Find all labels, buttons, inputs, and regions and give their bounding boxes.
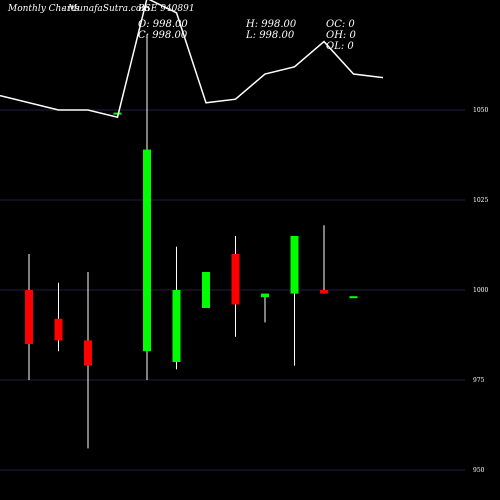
close-value: C: 998.00: [138, 30, 188, 41]
ol-value: OL: 0: [326, 41, 354, 52]
candle-6-body: [172, 290, 181, 362]
open-value: O: 998.00: [138, 19, 188, 30]
candle-7-body: [202, 272, 210, 308]
site-name: - MunafaSutra.com: [62, 4, 150, 14]
low-value: L: 998.00: [245, 30, 295, 41]
candle-12-body: [349, 296, 358, 299]
y-tick-label-1050: 1050: [473, 107, 488, 114]
symbol-label: BSE 940891: [137, 4, 195, 14]
y-tick-label-1000: 1000: [473, 287, 488, 294]
y-axis-ticks: 950 975 1000 1025 1050: [473, 107, 488, 474]
candle-7: [202, 272, 210, 308]
candle-2-body: [54, 318, 63, 341]
candle-5-body: [143, 149, 151, 352]
high-value: H: 998.00: [245, 19, 297, 30]
y-tick-label-950: 950: [473, 467, 485, 474]
candle-9-body: [261, 293, 269, 298]
y-tick-label-975: 975: [473, 377, 485, 384]
candle-12: [349, 296, 358, 299]
overlay-line: [0, 0, 384, 119]
candle-11: [320, 225, 328, 294]
candle-5: [143, 34, 151, 380]
candle-10-body: [290, 236, 299, 294]
candles-layer: [25, 34, 358, 449]
candle-11-body: [320, 290, 328, 294]
candle-1: [25, 254, 33, 380]
candle-8-body: [231, 254, 240, 305]
candle-6: [172, 246, 181, 370]
candle-8: [231, 236, 240, 337]
y-tick-label-1025: 1025: [473, 197, 488, 204]
candle-2: [54, 282, 63, 352]
candle-1-body: [25, 290, 33, 344]
candle-9: [261, 293, 269, 323]
chart-period-label: Monthly Charts: [7, 4, 80, 14]
candle-4: [113, 112, 122, 115]
candle-4-body: [113, 112, 122, 115]
candle-3-body: [84, 340, 92, 366]
oh-value: OH: 0: [326, 30, 356, 41]
candle-10: [290, 236, 299, 366]
overlay-line-layer: [0, 0, 384, 119]
oc-value: OC: 0: [326, 19, 355, 30]
candle-3: [84, 272, 92, 449]
